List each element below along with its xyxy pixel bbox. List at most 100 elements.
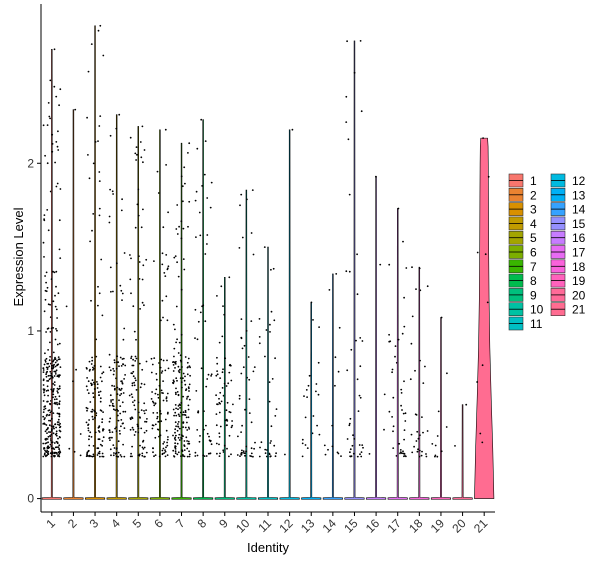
data-point [96,447,99,450]
data-point [398,442,401,445]
data-point [121,382,124,384]
data-point [205,385,208,388]
data-point [44,360,47,363]
data-point [50,327,53,330]
data-point [112,290,114,293]
data-point [178,225,181,228]
data-point [172,379,175,382]
data-point [52,393,55,396]
data-point [187,416,190,419]
data-point [85,421,88,424]
data-point [397,207,400,210]
data-point [187,408,190,411]
data-point [358,394,361,397]
data-point [210,375,213,377]
data-point [203,455,206,457]
data-point [51,133,54,136]
data-point [274,357,276,360]
data-point [186,396,189,398]
data-point [241,347,244,350]
data-point [174,431,176,434]
data-point [174,452,177,455]
y-tick-label: 1 [27,324,34,338]
data-point [47,441,49,444]
data-point [50,377,52,380]
data-point [155,388,158,391]
legend-label-21: 21 [572,303,586,317]
data-point [145,420,148,423]
data-point [198,211,201,214]
data-point [114,427,116,430]
data-point [53,381,56,383]
data-point [144,455,146,458]
data-point [93,383,96,386]
data-point [254,441,256,444]
data-point [53,398,56,401]
data-point [49,190,52,193]
data-point [86,389,89,391]
data-point [50,400,52,402]
data-point [57,356,60,358]
data-point [108,366,111,369]
data-point [331,445,334,448]
x-tick-label: 18 [406,516,426,536]
data-point [188,428,191,430]
data-point [243,452,246,455]
data-point [112,373,115,376]
data-point [162,392,164,394]
data-point [92,213,95,215]
data-point [108,420,111,423]
data-point [266,449,268,451]
data-point [183,268,186,271]
violin-1 [41,48,62,500]
data-point [207,373,210,376]
data-point [42,369,45,371]
data-point [268,381,271,383]
data-point [42,367,45,370]
data-point [130,257,132,260]
data-point [45,357,48,360]
data-point [44,438,47,440]
data-point [200,118,203,121]
data-point [54,423,56,426]
data-point [130,292,132,295]
data-point [119,454,122,456]
data-point [56,401,58,404]
data-point [102,455,105,458]
data-point [135,338,137,341]
data-point [400,392,403,394]
data-point [158,435,160,438]
data-point [424,365,426,368]
data-point [117,419,120,422]
violin-15 [344,40,365,500]
data-point [180,333,183,336]
data-point [162,399,165,402]
data-point [269,331,271,333]
data-point [58,429,61,432]
data-point [419,359,421,362]
data-point [205,455,208,457]
data-point [315,383,318,385]
data-point [101,444,103,447]
data-point [160,372,163,374]
data-point [88,177,91,180]
data-point [131,455,133,458]
data-point [265,329,268,331]
data-point [164,455,167,458]
data-point [101,421,103,424]
data-point [177,451,180,454]
data-point [143,383,146,386]
data-point [165,254,168,256]
data-point [99,115,102,117]
data-point [109,369,112,372]
data-point [394,345,397,347]
data-point [98,450,101,453]
data-point [99,455,101,458]
data-point [44,449,46,452]
data-point [56,387,59,390]
data-point [86,452,89,454]
data-point [454,445,456,447]
data-point [164,275,167,277]
data-point [181,185,184,188]
data-point [51,364,54,367]
